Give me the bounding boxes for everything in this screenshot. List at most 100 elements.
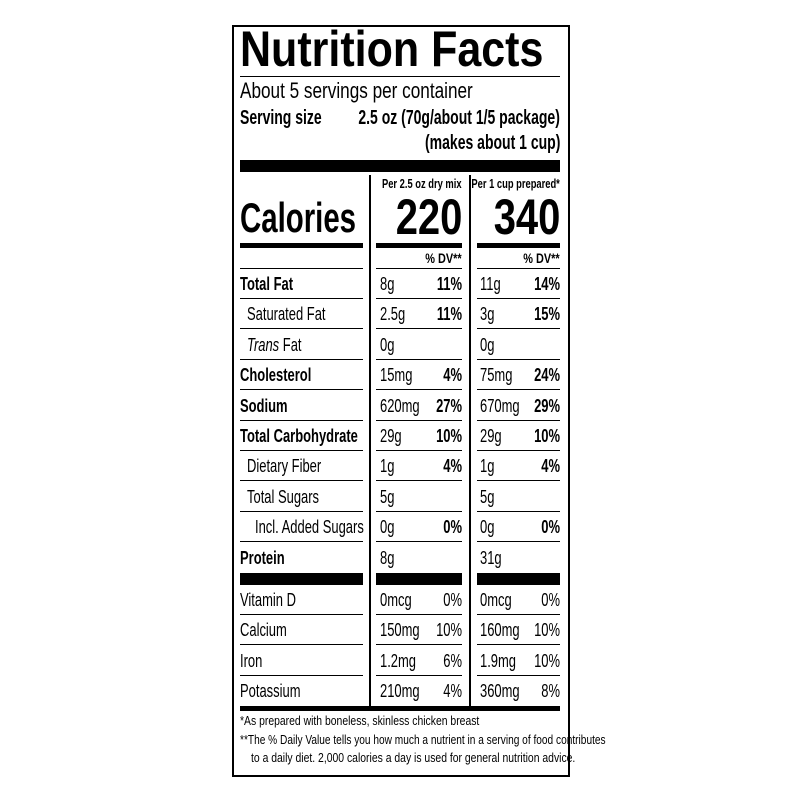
col1-amount: 0g xyxy=(380,517,395,537)
divider xyxy=(376,243,462,248)
nutrient-name: Cholesterol xyxy=(240,365,312,385)
col2-dv: 29% xyxy=(534,396,560,416)
vitamin-name: Calcium xyxy=(240,620,287,640)
nutrition-facts-label xyxy=(232,25,570,777)
vitamin-name: Potassium xyxy=(240,681,301,701)
divider xyxy=(477,389,560,390)
col1-amount: 0mcg xyxy=(380,590,412,610)
vitamin-name: Iron xyxy=(240,651,263,671)
nutrient-name: Protein xyxy=(240,548,285,568)
divider xyxy=(376,389,462,390)
divider xyxy=(376,328,462,329)
divider xyxy=(240,614,363,615)
footnote-2: **The % Daily Value tells you how much a… xyxy=(240,732,606,747)
divider xyxy=(240,420,363,421)
col1-dv: 4% xyxy=(443,456,462,476)
divider xyxy=(376,644,462,645)
divider xyxy=(240,675,363,676)
col2-amount: 670mg xyxy=(480,396,520,416)
divider xyxy=(240,328,363,329)
col2-amount: 360mg xyxy=(480,681,520,701)
divider xyxy=(477,328,560,329)
col2-dv: 24% xyxy=(534,365,560,385)
column-divider xyxy=(469,175,471,706)
col2-amount: 1g xyxy=(480,456,495,476)
col1-dv-header: % DV** xyxy=(425,250,462,266)
col2-amount: 0g xyxy=(480,517,495,537)
divider xyxy=(240,644,363,645)
nutrient-name: Sodium xyxy=(240,396,288,416)
divider xyxy=(477,573,560,585)
nutrient-name: Total Fat xyxy=(240,274,294,294)
col1-dv: 4% xyxy=(443,681,462,701)
col2-amount: 0g xyxy=(480,335,495,355)
col2-dv: 0% xyxy=(541,517,560,537)
col2-dv: 10% xyxy=(534,620,560,640)
col2-amount: 3g xyxy=(480,304,495,324)
divider xyxy=(240,389,363,390)
col2-amount: 1.9mg xyxy=(480,651,517,671)
divider xyxy=(240,243,363,248)
col2-amount: 31g xyxy=(480,548,502,568)
divider xyxy=(477,675,560,676)
column-divider xyxy=(369,175,371,706)
divider xyxy=(376,541,462,542)
serving-size-label: Serving size xyxy=(240,107,322,129)
col1-dv: 4% xyxy=(443,365,462,385)
col2-amount: 75mg xyxy=(480,365,513,385)
label-title: Nutrition Facts xyxy=(240,21,544,77)
col1-amount: 8g xyxy=(380,274,395,294)
col2-dv: 15% xyxy=(534,304,560,324)
col1-calories: 220 xyxy=(395,189,462,245)
col1-amount: 1.2mg xyxy=(380,651,417,671)
col2-dv: 4% xyxy=(541,456,560,476)
divider xyxy=(477,511,560,512)
divider xyxy=(240,268,363,269)
col2-amount: 5g xyxy=(480,487,495,507)
col1-amount: 210mg xyxy=(380,681,420,701)
col1-amount: 150mg xyxy=(380,620,420,640)
col2-header: Per 1 cup prepared* xyxy=(471,176,560,191)
servings-per-container: About 5 servings per container xyxy=(240,78,473,103)
divider xyxy=(376,298,462,299)
calories-label: Calories xyxy=(240,194,357,241)
divider xyxy=(477,359,560,360)
vitamin-name: Vitamin D xyxy=(240,590,296,610)
col2-dv: 8% xyxy=(541,681,560,701)
col2-dv: 10% xyxy=(534,426,560,446)
col2-amount: 160mg xyxy=(480,620,520,640)
divider xyxy=(477,243,560,248)
col2-amount: 29g xyxy=(480,426,502,446)
divider xyxy=(240,480,363,481)
divider xyxy=(477,450,560,451)
nutrient-name: Trans Fat xyxy=(247,335,302,355)
col1-amount: 5g xyxy=(380,487,395,507)
col1-dv: 10% xyxy=(436,620,462,640)
divider xyxy=(376,268,462,269)
col2-amount: 11g xyxy=(480,274,501,294)
col1-dv: 6% xyxy=(443,651,462,671)
divider xyxy=(240,573,363,585)
col1-dv: 0% xyxy=(443,517,462,537)
divider xyxy=(477,541,560,542)
col2-dv-header: % DV** xyxy=(523,250,560,266)
divider xyxy=(376,450,462,451)
nutrient-name: Total Sugars xyxy=(247,487,320,507)
col2-dv: 10% xyxy=(534,651,560,671)
divider xyxy=(376,420,462,421)
divider xyxy=(376,614,462,615)
nutrient-name: Incl. Added Sugars xyxy=(255,517,364,537)
divider xyxy=(240,359,363,360)
divider xyxy=(240,511,363,512)
nutrient-name: Dietary Fiber xyxy=(247,456,322,476)
col2-dv: 0% xyxy=(541,590,560,610)
thick-divider xyxy=(240,160,560,172)
col1-amount: 29g xyxy=(380,426,402,446)
divider xyxy=(376,359,462,360)
serving-size-note: (makes about 1 cup) xyxy=(424,132,560,154)
divider xyxy=(477,480,560,481)
nutrient-name: Total Carbohydrate xyxy=(240,426,358,446)
divider xyxy=(376,480,462,481)
divider xyxy=(240,541,363,542)
col1-header: Per 2.5 oz dry mix xyxy=(382,176,462,191)
